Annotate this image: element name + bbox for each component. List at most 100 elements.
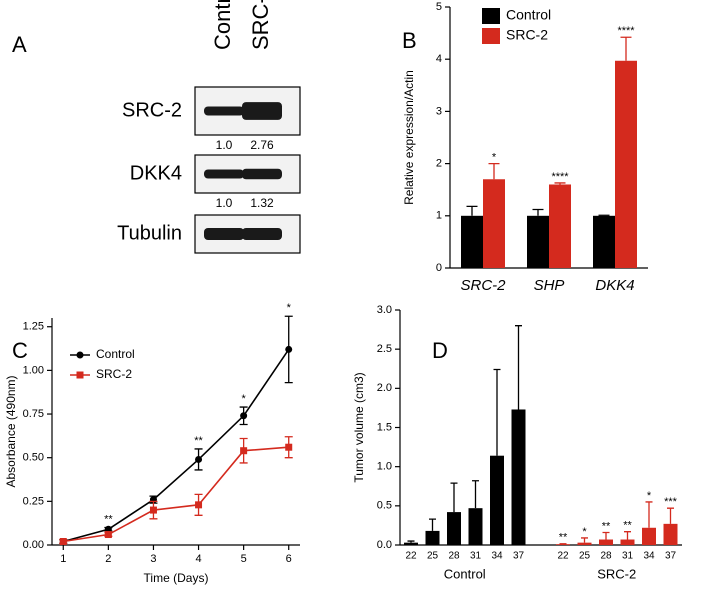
bar bbox=[425, 530, 440, 545]
x-tick-label: 37 bbox=[665, 551, 677, 562]
error-bar bbox=[488, 162, 500, 180]
significance: ** bbox=[194, 435, 203, 447]
x-tick-label: 37 bbox=[513, 551, 525, 562]
legend-swatch bbox=[482, 8, 500, 24]
error-bar bbox=[429, 518, 436, 531]
legend-label: SRC-2 bbox=[96, 367, 132, 381]
panel-letter: A bbox=[12, 32, 27, 57]
point bbox=[104, 531, 112, 539]
x-tick-label: 6 bbox=[286, 553, 292, 565]
x-tick-label: 28 bbox=[448, 551, 460, 562]
series-line bbox=[63, 446, 289, 543]
x-tick-label: 31 bbox=[470, 551, 482, 562]
point bbox=[149, 506, 157, 514]
error-bar bbox=[554, 182, 566, 185]
error-bar bbox=[472, 480, 479, 509]
band bbox=[242, 168, 282, 180]
y-tick-label: 2 bbox=[436, 158, 442, 170]
error-bar bbox=[493, 368, 501, 456]
y-tick-label: 0.50 bbox=[23, 452, 44, 464]
row-label: SRC-2 bbox=[122, 99, 182, 121]
y-tick-label: 2.5 bbox=[377, 343, 392, 355]
bar bbox=[549, 184, 571, 268]
point bbox=[240, 412, 248, 420]
y-axis-label: Absorbance (490nm) bbox=[4, 375, 18, 487]
bar bbox=[593, 215, 615, 268]
y-tick-label: 2.0 bbox=[377, 382, 392, 394]
bar bbox=[468, 508, 483, 545]
bar bbox=[527, 215, 549, 268]
bar bbox=[511, 409, 526, 545]
point bbox=[240, 447, 248, 455]
point bbox=[195, 455, 203, 463]
x-tick-label: DKK4 bbox=[595, 277, 634, 294]
point bbox=[195, 501, 203, 509]
error-bar bbox=[532, 208, 544, 216]
row-label: Tubulin bbox=[117, 222, 182, 244]
bar bbox=[404, 542, 418, 545]
significance: **** bbox=[617, 25, 635, 37]
significance: * bbox=[492, 152, 497, 164]
error-bar bbox=[602, 531, 610, 540]
panel-letter: D bbox=[432, 338, 448, 363]
bar bbox=[620, 539, 635, 545]
ratio-label: 1.0 bbox=[216, 138, 233, 152]
x-tick-label: 22 bbox=[557, 551, 569, 562]
significance: *** bbox=[664, 496, 678, 508]
significance: * bbox=[647, 490, 652, 502]
error-bar bbox=[624, 531, 631, 540]
bar bbox=[556, 544, 570, 545]
error-bar bbox=[667, 507, 674, 524]
y-tick-label: 3 bbox=[436, 105, 442, 117]
x-tick-label: 28 bbox=[600, 551, 612, 562]
x-tick-label: 25 bbox=[427, 551, 439, 562]
significance: ** bbox=[559, 532, 568, 544]
band bbox=[204, 106, 244, 116]
panel-letter: B bbox=[402, 28, 417, 53]
x-tick-label: 5 bbox=[241, 553, 247, 565]
x-tick-label: 34 bbox=[643, 551, 655, 562]
significance: * bbox=[287, 302, 292, 314]
significance: * bbox=[582, 526, 587, 538]
x-tick-label: 2 bbox=[105, 553, 111, 565]
x-tick-label: 34 bbox=[491, 551, 503, 562]
bar bbox=[483, 179, 505, 268]
x-tick-label: 22 bbox=[405, 551, 417, 562]
band bbox=[242, 102, 282, 120]
bar bbox=[642, 527, 656, 545]
band bbox=[242, 228, 282, 240]
legend-label: Control bbox=[96, 347, 135, 361]
x-tick-label: SHP bbox=[534, 277, 565, 294]
lane-label: SRC-2 bbox=[248, 0, 273, 50]
y-tick-label: 0.25 bbox=[23, 495, 44, 507]
point bbox=[59, 538, 67, 546]
y-tick-label: 0 bbox=[436, 262, 442, 274]
error-bar bbox=[598, 214, 610, 216]
lane-label: Control bbox=[210, 0, 235, 50]
bar bbox=[599, 539, 613, 545]
significance: ** bbox=[602, 520, 611, 532]
error-bar bbox=[620, 36, 632, 61]
y-tick-label: 4 bbox=[436, 53, 442, 65]
bar bbox=[490, 455, 504, 545]
bar bbox=[447, 512, 461, 545]
point bbox=[76, 371, 84, 379]
x-tick-label: 4 bbox=[195, 553, 201, 565]
bar bbox=[615, 60, 637, 269]
x-tick-label: SRC-2 bbox=[460, 277, 506, 294]
row-label: DKK4 bbox=[130, 162, 182, 184]
y-tick-label: 3.0 bbox=[377, 304, 392, 316]
error-bar bbox=[407, 540, 415, 543]
band bbox=[204, 169, 244, 179]
y-tick-label: 1.25 bbox=[23, 321, 44, 333]
y-tick-label: 0.00 bbox=[23, 539, 44, 551]
significance: ** bbox=[104, 513, 113, 525]
error-bar bbox=[515, 325, 522, 410]
y-axis-label: Tumor volume (cm3) bbox=[352, 372, 366, 482]
y-tick-label: 5 bbox=[436, 1, 442, 13]
x-tick-label: 31 bbox=[622, 551, 634, 562]
y-tick-label: 0.5 bbox=[377, 500, 392, 512]
point bbox=[76, 351, 84, 359]
group-label: Control bbox=[444, 566, 486, 581]
